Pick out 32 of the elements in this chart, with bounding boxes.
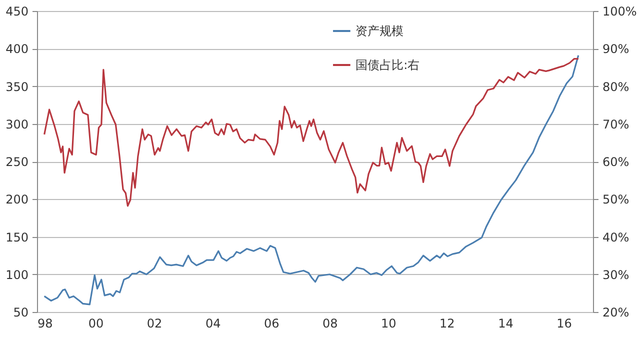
y-tick-label: 100: [6, 268, 28, 282]
x-tick-label: 12: [440, 316, 455, 330]
y-tick-label: 50: [13, 306, 28, 320]
y-tick-label: 150: [6, 230, 28, 244]
y-tick-label: 350: [6, 80, 28, 94]
y2-tick-label: 20%: [602, 306, 630, 320]
y-tick-label: 200: [6, 192, 28, 207]
x-tick-label: 98: [38, 316, 53, 330]
y-tick-label: 400: [6, 42, 28, 56]
y2-tick-label: 70%: [602, 117, 630, 132]
y-tick-label: 450: [6, 4, 28, 18]
x-tick-label: 10: [381, 316, 396, 330]
line-series: [44, 54, 580, 306]
y2-tick-label: 100%: [602, 4, 637, 18]
x-tick-label: 02: [146, 316, 162, 330]
x-tick-label: 16: [556, 316, 572, 330]
y2-tick-label: 50%: [602, 192, 630, 207]
y2-tick-label: 30%: [602, 268, 630, 282]
x-tick-label: 06: [264, 316, 280, 330]
legend-label: 资产规模: [356, 24, 404, 38]
y2-tick-label: 80%: [602, 80, 630, 94]
y-tick-label: 300: [6, 117, 28, 132]
y2-tick-label: 40%: [602, 230, 630, 244]
x-tick-label: 08: [322, 316, 338, 330]
x-tick-label: 04: [205, 316, 221, 330]
y-tick-label: 250: [6, 155, 28, 169]
line-series: [44, 58, 580, 207]
legend-label: 国债占比:右: [356, 58, 420, 72]
x-tick-label: 14: [498, 316, 514, 330]
x-tick-label: 00: [88, 316, 104, 330]
y2-tick-label: 60%: [602, 155, 630, 169]
y2-tick-label: 90%: [602, 42, 630, 56]
